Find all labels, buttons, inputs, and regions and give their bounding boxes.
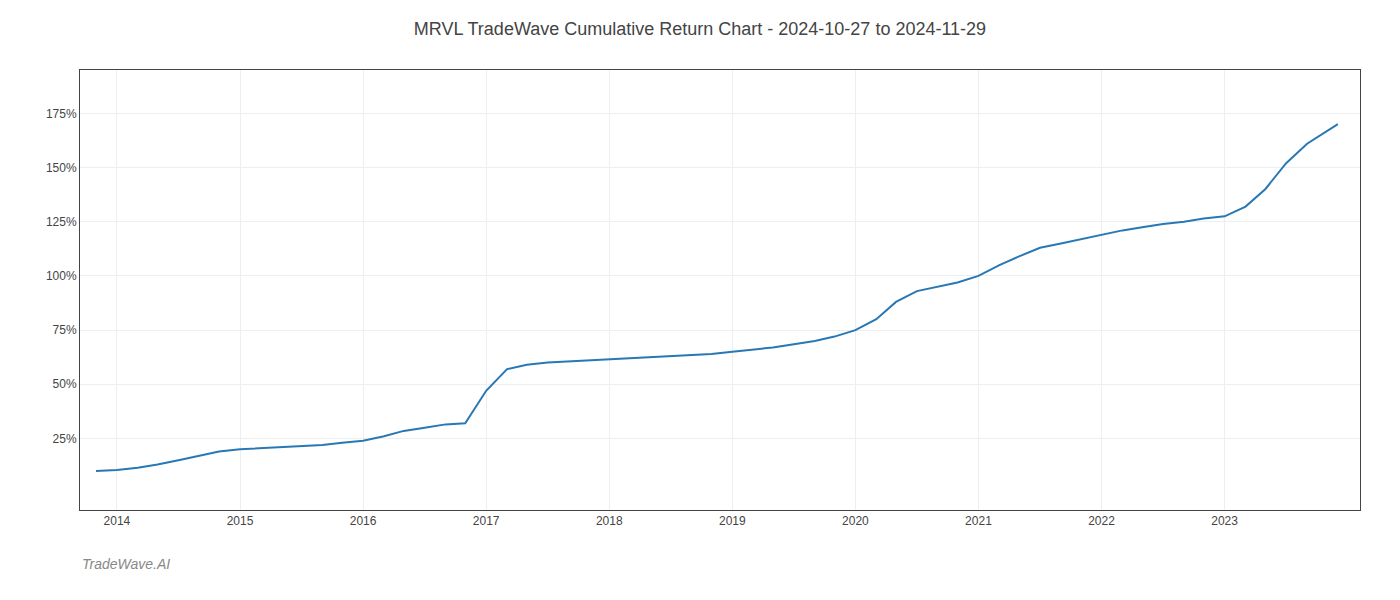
svg-text:2016: 2016 — [350, 514, 377, 528]
svg-text:175%: 175% — [46, 107, 77, 121]
svg-text:2022: 2022 — [1088, 514, 1115, 528]
svg-text:2021: 2021 — [965, 514, 992, 528]
svg-text:2023: 2023 — [1211, 514, 1238, 528]
svg-text:2014: 2014 — [104, 514, 131, 528]
svg-text:2017: 2017 — [473, 514, 500, 528]
svg-text:50%: 50% — [53, 377, 77, 391]
svg-text:125%: 125% — [46, 215, 77, 229]
svg-text:150%: 150% — [46, 161, 77, 175]
svg-text:100%: 100% — [46, 269, 77, 283]
svg-text:TradeWave.AI: TradeWave.AI — [82, 556, 170, 572]
svg-text:MRVL TradeWave Cumulative Retu: MRVL TradeWave Cumulative Return Chart -… — [414, 19, 986, 39]
svg-text:2018: 2018 — [596, 514, 623, 528]
svg-text:2019: 2019 — [719, 514, 746, 528]
svg-text:75%: 75% — [53, 323, 77, 337]
svg-text:25%: 25% — [53, 432, 77, 446]
svg-text:2020: 2020 — [842, 514, 869, 528]
svg-text:2015: 2015 — [227, 514, 254, 528]
